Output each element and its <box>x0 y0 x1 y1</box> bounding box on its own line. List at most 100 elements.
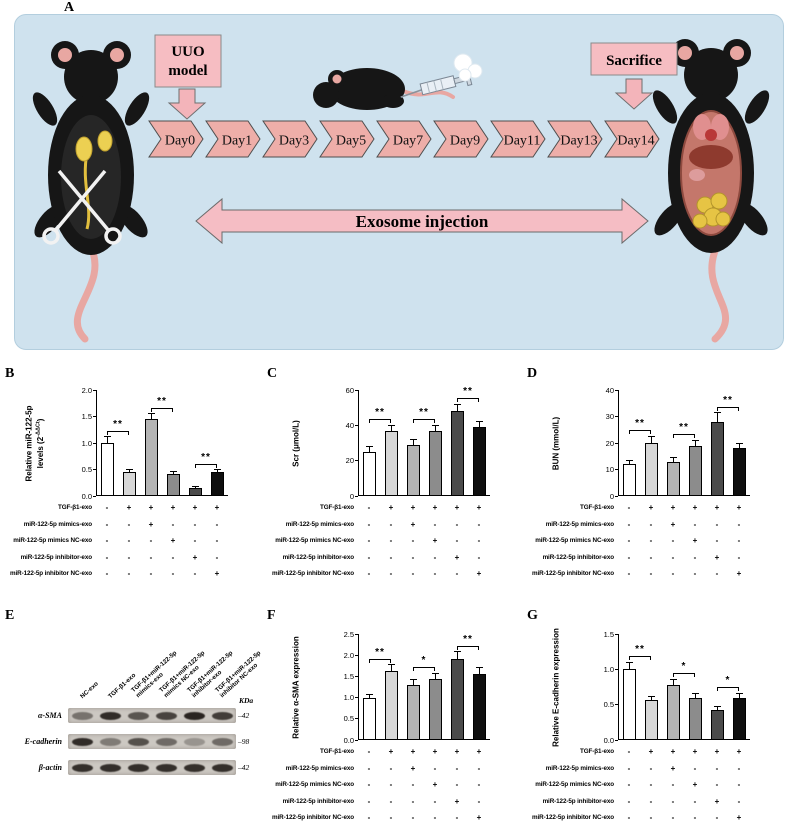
timeline-chevron: Day11 <box>490 120 546 158</box>
treatment-label: miR-122-5p inhibitor-exo <box>282 553 355 561</box>
treatment-value: - <box>171 569 175 579</box>
significance-bracket-tick <box>434 419 435 424</box>
panel-label-a: A <box>64 0 75 15</box>
treatment-value: - <box>671 813 675 823</box>
experiment-schematic-panel: UUO model Sacrifice Day0 Day1 Day3 Day5 … <box>14 14 784 350</box>
significance-bracket-tick <box>478 398 479 403</box>
significance-marker: ** <box>679 422 689 434</box>
error-bar-cap <box>691 692 699 694</box>
blot-strip <box>68 708 236 723</box>
blot-band <box>127 737 149 746</box>
treatment-value: - <box>671 536 675 546</box>
treatment-value: - <box>477 552 481 562</box>
treatment-value: - <box>649 519 653 529</box>
error-bar-cap <box>735 442 743 444</box>
treatment-value: + <box>476 747 482 756</box>
blot-band <box>71 711 93 720</box>
treatment-value: - <box>367 503 371 512</box>
significance-bracket-tick <box>717 406 718 411</box>
bar <box>428 430 442 496</box>
treatment-value: + <box>692 503 698 512</box>
treatment-value: - <box>215 536 219 546</box>
significance-bracket <box>151 407 173 409</box>
treatment-value: + <box>410 747 416 756</box>
treatment-label: miR-122-5p mimics-exo <box>23 520 92 528</box>
treatment-value: - <box>627 780 631 790</box>
significance-marker: ** <box>635 644 645 656</box>
timeline: Day0 Day1 Day3 Day5 Day7 Day9 Day11 Day1… <box>148 120 660 158</box>
significance-bracket <box>629 430 651 432</box>
error-bar-cap <box>475 667 483 669</box>
treatment-value: - <box>389 780 393 790</box>
spray-puff <box>453 53 483 82</box>
treatment-value: + <box>714 552 720 562</box>
error-bar-cap <box>735 692 743 694</box>
treatment-value: - <box>477 519 481 529</box>
bar <box>622 464 636 496</box>
treatment-value: - <box>649 780 653 790</box>
error-bar-cap <box>191 485 199 487</box>
treatment-value: - <box>737 763 741 773</box>
day-label: Day7 <box>393 134 423 149</box>
error-bar <box>106 436 108 443</box>
exosome-arrow-label: Exosome injection <box>356 212 489 231</box>
treatment-value: - <box>737 796 741 806</box>
treatment-label: miR-122-5p inhibitor-exo <box>282 797 355 805</box>
treatment-value: + <box>736 503 742 512</box>
treatment-value: - <box>367 763 371 773</box>
treatment-value: - <box>737 536 741 546</box>
treatment-value: - <box>171 519 175 529</box>
y-tick-mark <box>355 495 358 497</box>
y-tick-label: 1.5 <box>343 671 354 681</box>
treatment-value: + <box>214 569 220 579</box>
treatment-value: + <box>148 503 154 512</box>
significance-bracket <box>369 419 391 421</box>
error-bar <box>628 460 630 465</box>
error-bar-cap <box>387 664 395 666</box>
treatment-label: TGF-β1-exo <box>580 504 614 511</box>
treatment-value: + <box>476 813 482 823</box>
bar <box>384 671 398 740</box>
treatment-label: miR-122-5p mimics-exo <box>545 764 614 772</box>
significance-marker: ** <box>419 407 429 419</box>
significance-marker: ** <box>723 394 733 406</box>
error-bar <box>628 662 630 670</box>
y-tick-mark <box>615 416 618 417</box>
sacrificed-mouse-illustration <box>652 39 770 343</box>
error-bar <box>128 469 130 473</box>
y-tick-mark <box>93 495 96 497</box>
y-tick-label: 10 <box>605 465 614 474</box>
blot-band <box>127 763 149 772</box>
y-tick-label: 0 <box>349 491 354 501</box>
treatment-value: - <box>367 813 371 823</box>
treatment-label: miR-122-5p inhibitor-exo <box>542 797 615 805</box>
treatment-value: - <box>627 763 631 773</box>
y-axis-label: Relative E-cadherin expression <box>551 627 561 747</box>
error-bar-cap <box>147 413 155 415</box>
mouse-tail <box>74 243 99 343</box>
treatment-value: - <box>367 519 371 529</box>
error-bar <box>672 457 674 462</box>
y-tick-label: 40 <box>345 420 354 430</box>
significance-bracket-tick <box>478 645 479 650</box>
treatment-value: - <box>105 519 109 529</box>
significance-bracket <box>457 645 479 647</box>
treatment-value: - <box>193 519 197 529</box>
treatment-value: + <box>126 503 132 512</box>
treatment-value: - <box>367 796 371 806</box>
error-bar <box>216 469 218 473</box>
significance-bracket-tick <box>694 434 695 439</box>
treatment-value: + <box>670 519 676 529</box>
y-axis-label: Relative α-SMA expression <box>291 635 301 739</box>
treatment-value: - <box>693 796 697 806</box>
panel-label-c: C <box>267 366 278 381</box>
timeline-chevron: Day13 <box>547 120 603 158</box>
treatment-value: + <box>736 747 742 756</box>
treatment-value: - <box>737 780 741 790</box>
treatment-label: miR-122-5p mimics-exo <box>285 764 354 772</box>
plot-area <box>618 390 750 496</box>
treatment-value: - <box>477 763 481 773</box>
treatment-label: miR-122-5p mimics-exo <box>545 520 614 528</box>
y-tick-mark <box>615 442 618 444</box>
treatment-value: + <box>432 536 438 546</box>
